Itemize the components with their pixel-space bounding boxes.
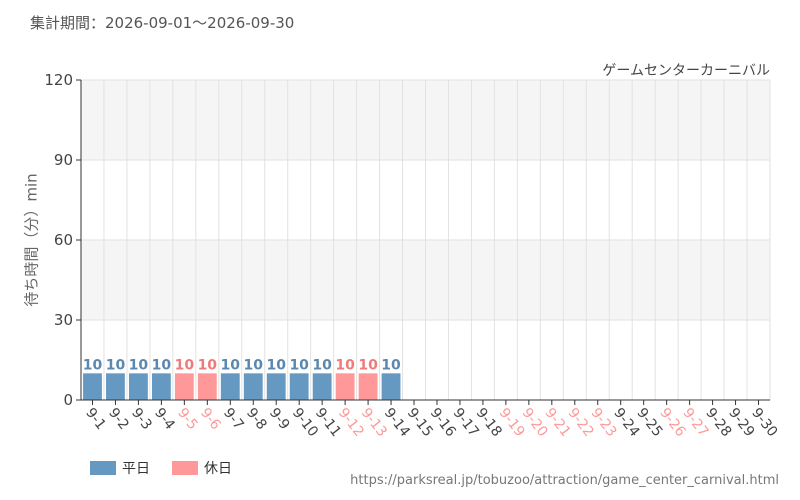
x-tick-label: 9-8	[243, 405, 270, 433]
x-tick-labels: 9-19-29-39-49-59-69-79-89-99-109-119-129…	[82, 405, 780, 440]
bar	[381, 373, 401, 400]
bar	[358, 373, 378, 400]
x-tick-label: 9-5	[174, 405, 201, 433]
x-tick-label: 9-2	[105, 405, 132, 433]
bar-value-label: 10	[381, 357, 401, 373]
bar	[129, 373, 148, 400]
bar	[197, 373, 217, 400]
bar	[266, 373, 286, 400]
chart-title: ゲームセンターカーニバル	[602, 63, 770, 79]
bar-value-label: 10	[221, 357, 241, 373]
bar	[83, 373, 102, 400]
bar-labels: 10 10 10 10 10 10 10 10 10 10 10 10 10 10	[83, 357, 401, 373]
y-tick-label: 90	[54, 151, 73, 169]
x-tick-label: 9-1	[82, 405, 109, 433]
bar-value-label: 10	[129, 357, 149, 373]
legend: 平日 休日	[90, 458, 232, 478]
bar	[220, 373, 240, 400]
bars	[83, 373, 401, 400]
y-tick-labels: 0 30 60 90 120	[44, 71, 73, 409]
bar	[106, 373, 125, 400]
legend-item-weekday: 平日	[90, 458, 150, 478]
x-tick-label: 9-9	[266, 405, 293, 433]
bar-value-label: 10	[83, 357, 103, 373]
y-tick-label: 120	[44, 71, 73, 89]
bar-value-label: 10	[175, 357, 195, 373]
x-tick-label: 9-4	[151, 405, 178, 433]
bar-value-label: 10	[106, 357, 126, 373]
bar	[174, 373, 194, 400]
bar-value-label: 10	[244, 357, 264, 373]
legend-label-weekday: 平日	[122, 461, 150, 477]
axes	[76, 79, 770, 405]
x-tick-label: 9-3	[128, 405, 155, 433]
bar-value-label: 10	[358, 357, 378, 373]
legend-swatch-weekday	[90, 461, 116, 475]
period-label: 集計期間：2026-09-01～2026-09-30	[30, 14, 295, 32]
bar	[335, 373, 355, 400]
x-tick-label: 9-7	[220, 405, 247, 433]
bar-value-label: 10	[266, 357, 286, 373]
bar-value-label: 10	[289, 357, 309, 373]
source-url: https://parksreal.jp/tobuzoo/attraction/…	[350, 473, 779, 488]
x-tick-label: 9-6	[197, 405, 224, 433]
y-tick-label: 30	[54, 311, 73, 329]
y-tick-label: 0	[63, 391, 73, 409]
bar	[289, 373, 309, 400]
bar-value-label: 10	[335, 357, 355, 373]
bar	[243, 373, 263, 400]
y-tick-label: 60	[54, 231, 73, 249]
x-tick-label: 9-30	[748, 405, 780, 440]
legend-item-holiday: 休日	[172, 458, 232, 478]
legend-label-holiday: 休日	[204, 461, 232, 477]
bar	[151, 373, 171, 400]
bar	[312, 373, 332, 400]
legend-swatch-holiday	[172, 461, 198, 475]
bar-value-label: 10	[312, 357, 332, 373]
bar-value-label: 10	[152, 357, 172, 373]
y-axis-label: 待ち時間（分）min	[22, 173, 41, 307]
bar-value-label: 10	[198, 357, 218, 373]
